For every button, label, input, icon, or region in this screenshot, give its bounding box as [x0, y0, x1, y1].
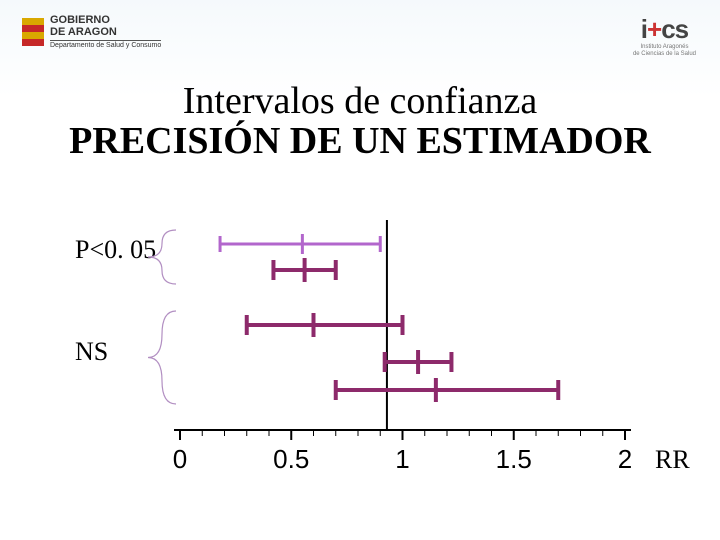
tick-label: 1 [395, 444, 409, 474]
group-brace [148, 311, 176, 404]
logo-sub2: de Ciencias de la Salud [633, 51, 696, 57]
axis-title: RR [655, 445, 690, 474]
logo-sub1: Instituto Aragonés [640, 44, 688, 50]
tick-label: 0 [173, 444, 187, 474]
slide-header: GOBIERNO DE ARAGON Departamento de Salud… [0, 0, 720, 70]
forest-plot-svg: 00.511.52RRP<0. 05NS [70, 210, 670, 510]
tick-label: 2 [618, 444, 632, 474]
logo-cs: cs [661, 14, 688, 44]
logo-sub: Departamento de Salud y Consumo [50, 40, 161, 49]
right-logo-sub: Instituto Aragonés de Ciencias de la Sal… [633, 44, 696, 57]
title-line1: Intervalos de confianza [0, 82, 720, 122]
tick-label: 1.5 [496, 444, 532, 474]
slide-root: GOBIERNO DE ARAGON Departamento de Salud… [0, 0, 720, 540]
left-logo: GOBIERNO DE ARAGON Departamento de Salud… [22, 14, 161, 49]
group-label: NS [75, 337, 108, 366]
aragon-flag-icon [22, 18, 44, 46]
slide-title: Intervalos de confianza PRECISIÓN DE UN … [0, 82, 720, 162]
plus-icon: + [647, 14, 661, 44]
title-line2: PRECISIÓN DE UN ESTIMADOR [0, 122, 720, 162]
logo-line2: DE ARAGON [50, 26, 117, 38]
left-logo-text: GOBIERNO DE ARAGON Departamento de Salud… [50, 14, 161, 49]
logo-line1: GOBIERNO [50, 14, 110, 26]
right-logo-mark: i+cs [633, 16, 696, 42]
forest-plot: 00.511.52RRP<0. 05NS [70, 210, 670, 510]
group-label: P<0. 05 [75, 235, 156, 264]
right-logo: i+cs Instituto Aragonés de Ciencias de l… [633, 16, 696, 57]
tick-label: 0.5 [273, 444, 309, 474]
